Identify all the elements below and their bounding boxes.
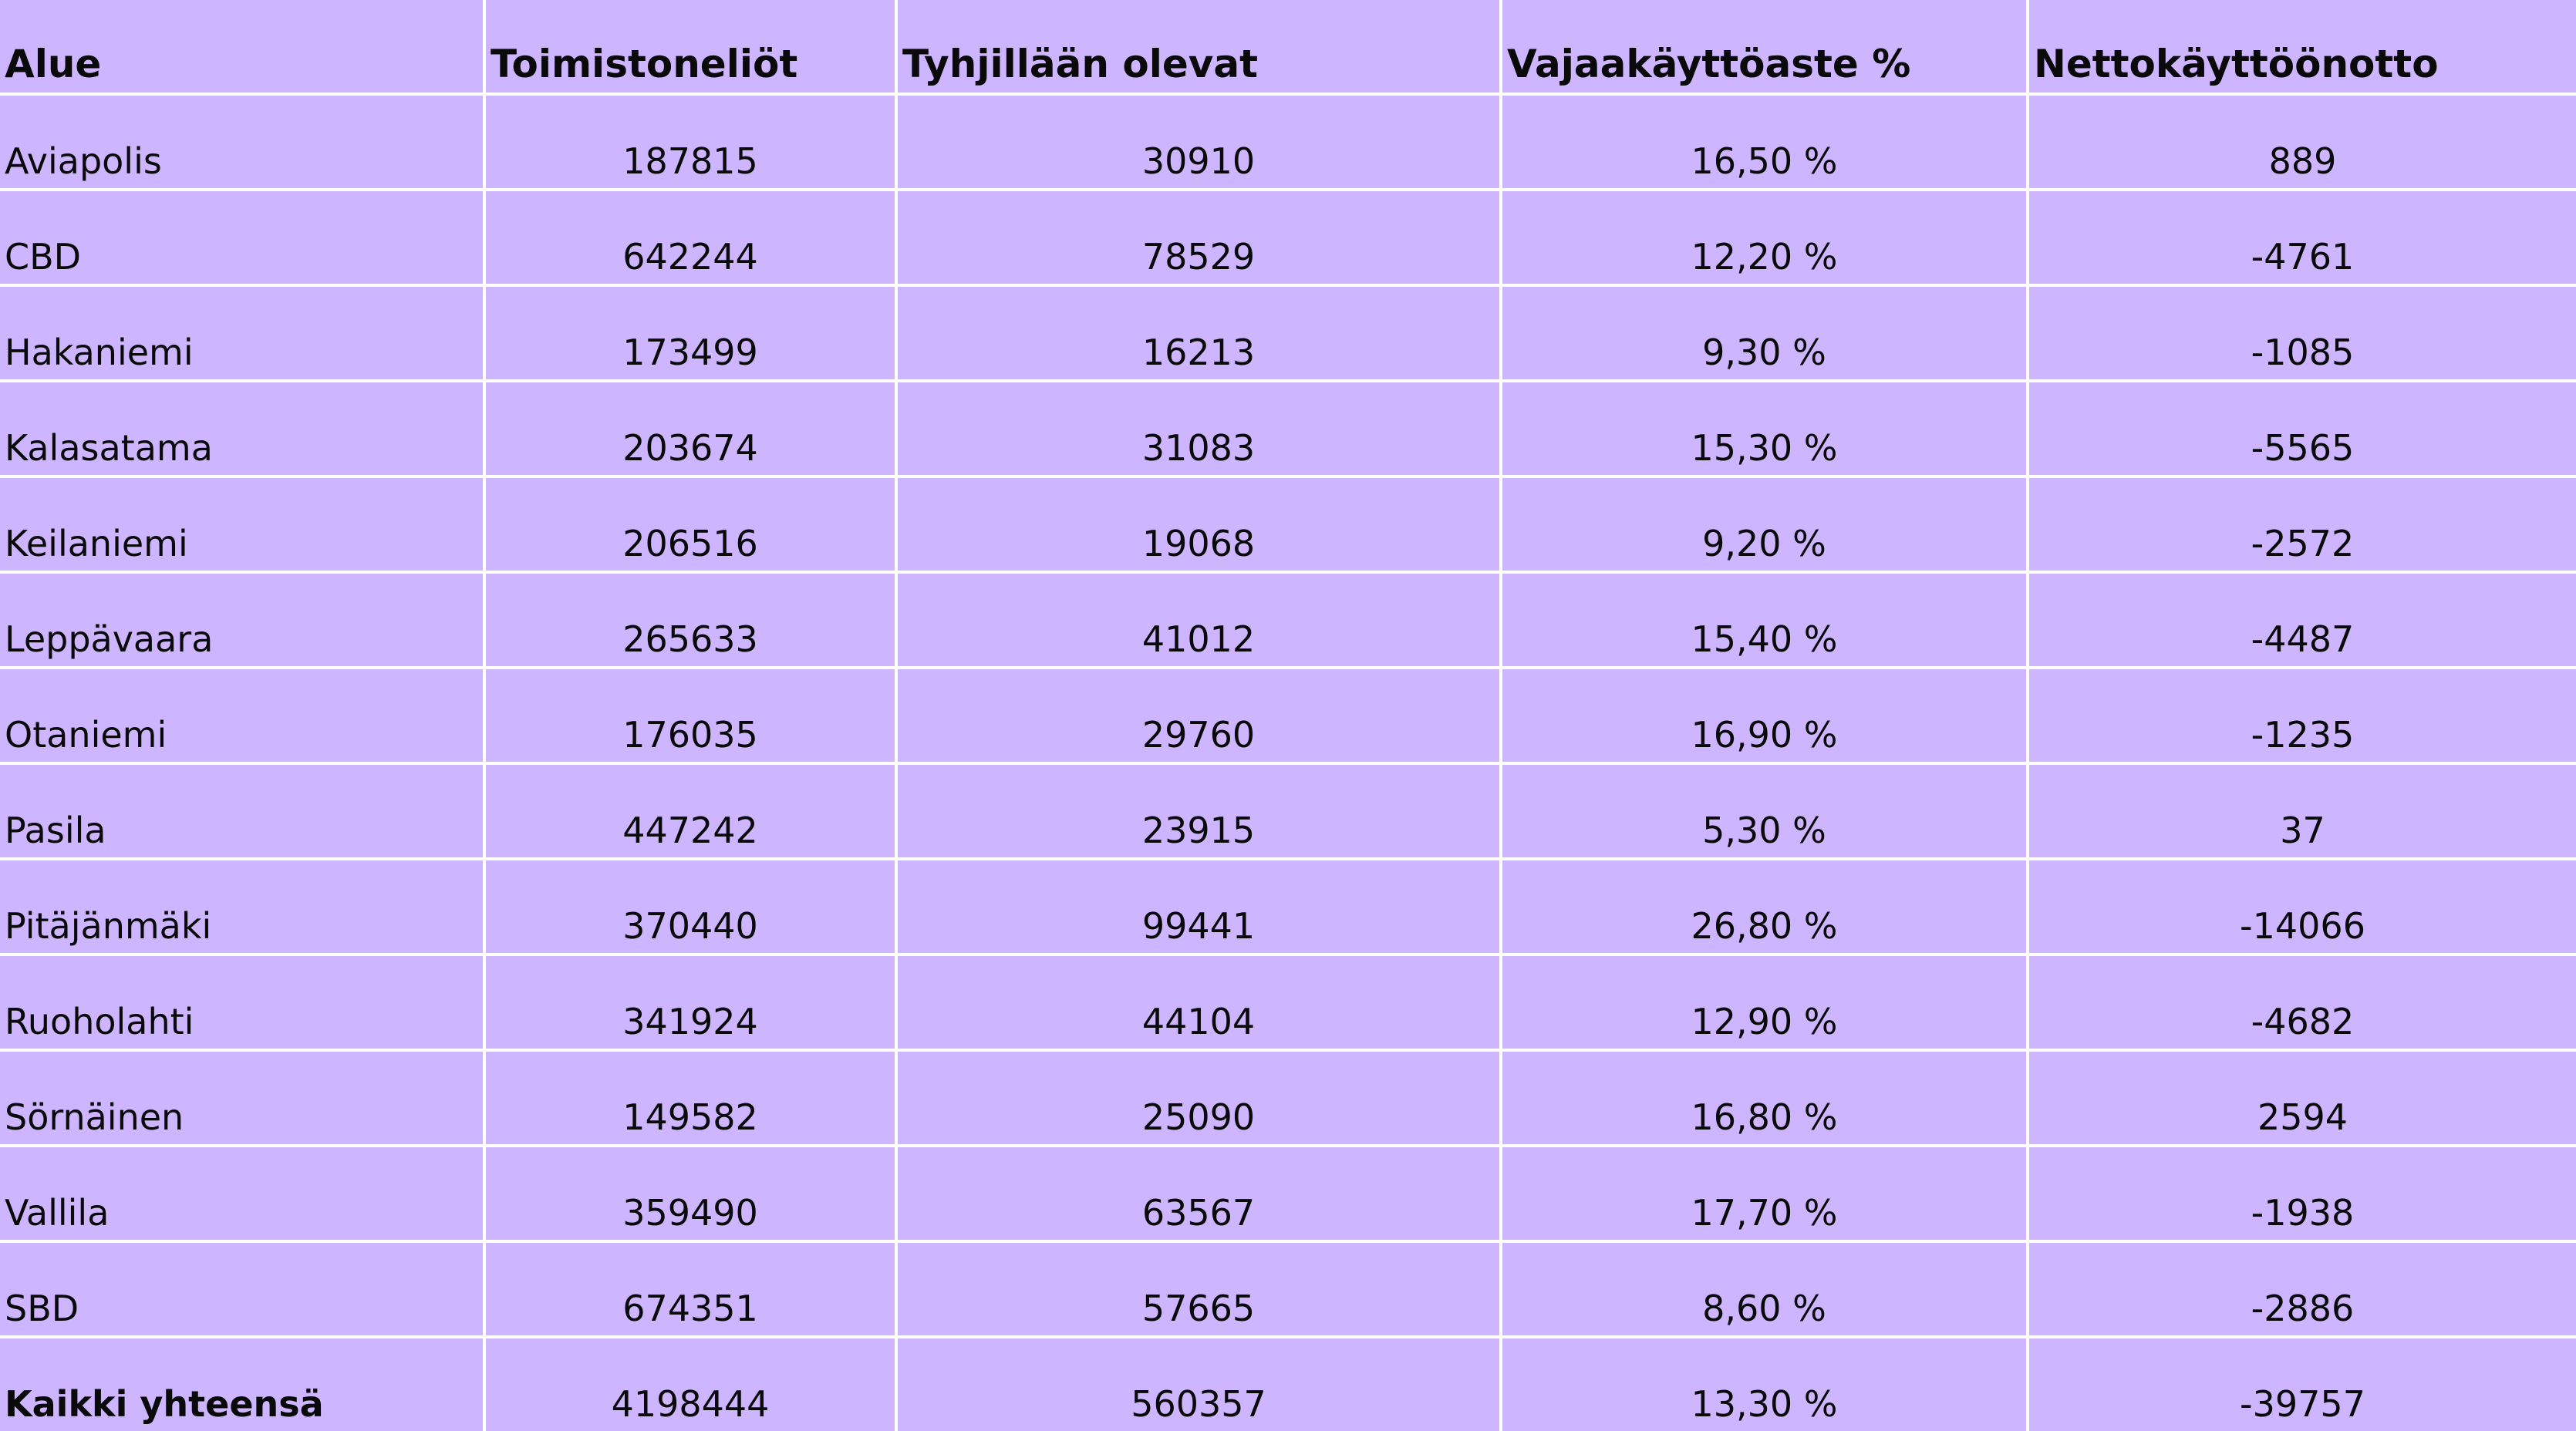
table-cell-vacancy-rate: 15,30 %: [1502, 382, 2029, 475]
table-cell-area: Vallila: [0, 1147, 486, 1240]
table-cell-office-sqm: 370440: [486, 860, 898, 953]
table-cell-net-absorption: 37: [2029, 765, 2576, 857]
table-cell-vacancy-rate: 8,60 %: [1502, 1243, 2029, 1335]
table-cell-vacant: 19068: [898, 478, 1502, 571]
table-cell-area: CBD: [0, 191, 486, 284]
table-cell-vacant: 41012: [898, 574, 1502, 666]
table-cell-office-sqm: 187815: [486, 96, 898, 188]
total-cell-net-absorption: -39757: [2029, 1338, 2576, 1431]
table-cell-area: Aviapolis: [0, 96, 486, 188]
table-cell-vacancy-rate: 9,20 %: [1502, 478, 2029, 571]
table-cell-office-sqm: 173499: [486, 287, 898, 379]
table-cell-vacancy-rate: 17,70 %: [1502, 1147, 2029, 1240]
table-cell-vacant: 31083: [898, 382, 1502, 475]
table-cell-office-sqm: 642244: [486, 191, 898, 284]
table-cell-vacant: 63567: [898, 1147, 1502, 1240]
table-cell-area: Hakaniemi: [0, 287, 486, 379]
total-cell-vacant: 560357: [898, 1338, 1502, 1431]
table-cell-vacancy-rate: 16,50 %: [1502, 96, 2029, 188]
table-cell-vacant: 99441: [898, 860, 1502, 953]
table-cell-net-absorption: -5565: [2029, 382, 2576, 475]
header-cell-vacant: Tyhjillään olevat: [898, 0, 1502, 93]
table-cell-office-sqm: 341924: [486, 956, 898, 1049]
header-cell-net-absorption: Nettokäyttöönotto: [2029, 0, 2576, 93]
table-cell-net-absorption: -1938: [2029, 1147, 2576, 1240]
table-cell-office-sqm: 265633: [486, 574, 898, 666]
table-cell-vacant: 23915: [898, 765, 1502, 857]
table-cell-net-absorption: -2886: [2029, 1243, 2576, 1335]
table-cell-vacancy-rate: 12,90 %: [1502, 956, 2029, 1049]
header-cell-vacancy-rate: Vajaakäyttöaste %: [1502, 0, 2029, 93]
table-cell-net-absorption: 2594: [2029, 1052, 2576, 1144]
table-cell-area: Leppävaara: [0, 574, 486, 666]
table-cell-area: Sörnäinen: [0, 1052, 486, 1144]
header-cell-area: Alue: [0, 0, 486, 93]
table-cell-vacancy-rate: 15,40 %: [1502, 574, 2029, 666]
total-cell-vacancy-rate: 13,30 %: [1502, 1338, 2029, 1431]
table-cell-vacant: 44104: [898, 956, 1502, 1049]
table-cell-office-sqm: 149582: [486, 1052, 898, 1144]
table-cell-area: Ruoholahti: [0, 956, 486, 1049]
table-cell-area: SBD: [0, 1243, 486, 1335]
table-cell-vacant: 57665: [898, 1243, 1502, 1335]
table-cell-vacancy-rate: 5,30 %: [1502, 765, 2029, 857]
table-cell-office-sqm: 674351: [486, 1243, 898, 1335]
table-cell-office-sqm: 206516: [486, 478, 898, 571]
table-cell-area: Keilaniemi: [0, 478, 486, 571]
table-cell-office-sqm: 176035: [486, 669, 898, 762]
table-cell-net-absorption: -1235: [2029, 669, 2576, 762]
table-cell-net-absorption: -4487: [2029, 574, 2576, 666]
table-cell-net-absorption: -4682: [2029, 956, 2576, 1049]
table-cell-vacancy-rate: 9,30 %: [1502, 287, 2029, 379]
table-cell-vacant: 30910: [898, 96, 1502, 188]
table-cell-vacant: 25090: [898, 1052, 1502, 1144]
total-cell-office-sqm: 4198444: [486, 1338, 898, 1431]
header-cell-office-sqm: Toimistoneliöt: [486, 0, 898, 93]
table-cell-area: Otaniemi: [0, 669, 486, 762]
table-cell-vacancy-rate: 12,20 %: [1502, 191, 2029, 284]
table-cell-net-absorption: 889: [2029, 96, 2576, 188]
table-cell-vacant: 78529: [898, 191, 1502, 284]
table-cell-area: Pitäjänmäki: [0, 860, 486, 953]
table-cell-vacant: 16213: [898, 287, 1502, 379]
table-cell-office-sqm: 359490: [486, 1147, 898, 1240]
table-cell-net-absorption: -14066: [2029, 860, 2576, 953]
table-cell-vacancy-rate: 26,80 %: [1502, 860, 2029, 953]
table-cell-office-sqm: 203674: [486, 382, 898, 475]
table-cell-net-absorption: -4761: [2029, 191, 2576, 284]
table-cell-area: Pasila: [0, 765, 486, 857]
table-cell-office-sqm: 447242: [486, 765, 898, 857]
table-cell-net-absorption: -2572: [2029, 478, 2576, 571]
total-cell-area: Kaikki yhteensä: [0, 1338, 486, 1431]
table-cell-area: Kalasatama: [0, 382, 486, 475]
table-cell-vacant: 29760: [898, 669, 1502, 762]
table-cell-vacancy-rate: 16,90 %: [1502, 669, 2029, 762]
table-cell-vacancy-rate: 16,80 %: [1502, 1052, 2029, 1144]
table-cell-net-absorption: -1085: [2029, 287, 2576, 379]
